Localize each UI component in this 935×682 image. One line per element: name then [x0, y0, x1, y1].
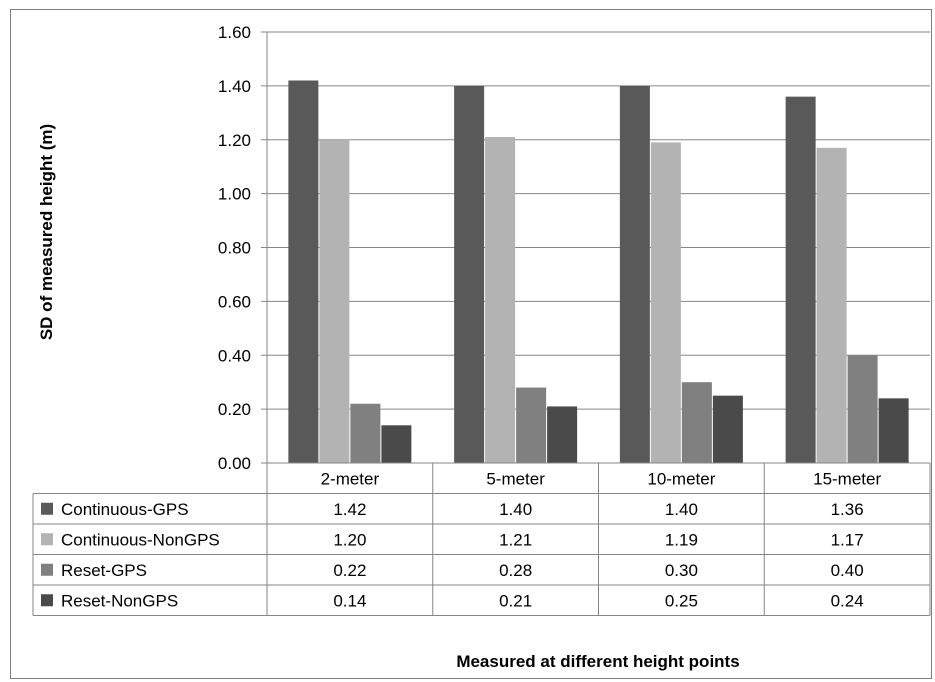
y-tick-label: 0.60	[218, 292, 251, 311]
bar-continuous-nongps-10-meter	[650, 142, 681, 463]
bar-reset-nongps-15-meter	[878, 398, 909, 463]
y-tick-label: 1.60	[218, 23, 251, 42]
table-cell-value: 1.40	[665, 500, 698, 519]
table-cell-value: 0.40	[831, 561, 864, 580]
bar-continuous-gps-5-meter	[454, 85, 485, 463]
table-cell-value: 0.28	[499, 561, 532, 580]
legend-label: Continuous-NonGPS	[61, 530, 220, 549]
bar-continuous-nongps-2-meter	[319, 139, 350, 463]
bar-continuous-nongps-15-meter	[816, 147, 847, 464]
legend-label: Reset-NonGPS	[61, 591, 178, 610]
bar-continuous-nongps-5-meter	[485, 137, 516, 463]
table-cell-value: 0.21	[499, 591, 532, 610]
bar-reset-gps-10-meter	[681, 382, 712, 463]
table-cell-value: 0.14	[333, 591, 366, 610]
legend-swatch	[41, 533, 53, 546]
y-tick-label: 1.40	[218, 77, 251, 96]
y-tick-label: 0.80	[218, 239, 251, 258]
table-cell-value: 1.42	[333, 500, 366, 519]
y-axis: 0.00 0.20 0.40 0.60 0.80 1.00 1.20 1.40 1.60	[218, 23, 268, 473]
legend-swatch	[41, 563, 53, 576]
legend-label: Continuous-GPS	[61, 500, 189, 519]
y-tick-label: 0.20	[218, 400, 251, 419]
bar-continuous-gps-10-meter	[619, 85, 650, 463]
legend-label: Reset-GPS	[61, 561, 147, 580]
x-axis-label: Measured at different height points	[456, 652, 739, 671]
data-table: 2-meter 5-meter 10-meter 15-meter Continuous…	[32, 462, 931, 616]
legend-swatch	[41, 594, 53, 607]
table-cell-value: 0.24	[831, 591, 864, 610]
bar-continuous-gps-2-meter	[288, 80, 319, 464]
bar-reset-gps-5-meter	[516, 387, 547, 463]
bar-reset-nongps-2-meter	[381, 425, 412, 463]
table-cell-value: 1.36	[831, 500, 864, 519]
y-tick-label: 1.20	[218, 131, 251, 150]
y-tick-label: 0.00	[218, 454, 251, 473]
legend-swatch	[41, 502, 53, 515]
table-cell-value: 0.30	[665, 561, 698, 580]
bar-continuous-gps-15-meter	[785, 96, 816, 464]
bar-reset-gps-15-meter	[847, 355, 878, 463]
table-cell-value: 1.17	[831, 530, 864, 549]
bar-reset-nongps-10-meter	[712, 395, 743, 463]
category-label: 5-meter	[486, 469, 545, 488]
y-tick-label: 0.40	[218, 346, 251, 365]
chart-frame	[10, 9, 932, 679]
table-cell-value: 0.22	[333, 561, 366, 580]
table-cell-value: 1.19	[665, 530, 698, 549]
table-cell-value: 1.40	[499, 500, 532, 519]
table-cell-value: 0.25	[665, 591, 698, 610]
table-cell-value: 1.20	[333, 530, 366, 549]
category-label: 15-meter	[813, 469, 881, 488]
y-axis-label: SD of measured height (m)	[37, 124, 56, 340]
bar-reset-gps-2-meter	[350, 403, 381, 463]
category-label: 2-meter	[321, 469, 380, 488]
table-cell-value: 1.21	[499, 530, 532, 549]
category-label: 10-meter	[647, 469, 715, 488]
y-tick-label: 1.00	[218, 185, 251, 204]
bars	[288, 80, 909, 464]
bar-reset-nongps-5-meter	[547, 406, 578, 463]
